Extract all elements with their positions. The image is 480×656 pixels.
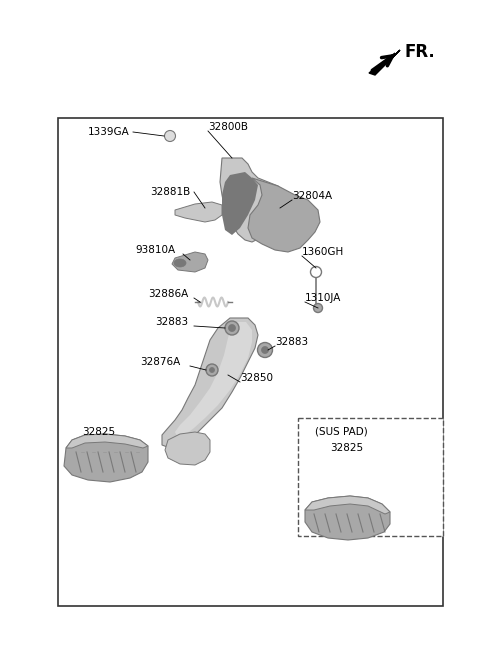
Text: 32804A: 32804A <box>292 191 332 201</box>
Text: 32886A: 32886A <box>148 289 188 299</box>
Bar <box>298 418 443 536</box>
Circle shape <box>209 367 215 373</box>
Bar <box>58 118 443 606</box>
Polygon shape <box>175 202 222 222</box>
Text: 32876A: 32876A <box>140 357 180 367</box>
Text: 32800B: 32800B <box>208 122 248 132</box>
Circle shape <box>262 346 268 354</box>
Polygon shape <box>222 172 258 235</box>
Circle shape <box>206 364 218 376</box>
Polygon shape <box>66 434 148 448</box>
Text: 1339GA: 1339GA <box>88 127 130 137</box>
Text: 32825: 32825 <box>330 443 363 453</box>
Polygon shape <box>162 318 258 448</box>
Polygon shape <box>220 158 282 242</box>
Polygon shape <box>305 496 390 540</box>
Text: 1310JA: 1310JA <box>305 293 341 303</box>
Polygon shape <box>305 496 390 514</box>
Text: 32883: 32883 <box>275 337 308 347</box>
Circle shape <box>311 266 322 277</box>
Text: 32825: 32825 <box>82 427 115 437</box>
Polygon shape <box>165 432 210 465</box>
Text: 32881B: 32881B <box>150 187 190 197</box>
Circle shape <box>257 342 273 358</box>
Polygon shape <box>175 322 252 438</box>
Ellipse shape <box>174 259 186 267</box>
Text: 32883: 32883 <box>155 317 188 327</box>
Circle shape <box>313 304 323 312</box>
Circle shape <box>165 131 176 142</box>
Text: 1360GH: 1360GH <box>302 247 344 257</box>
Text: 32850: 32850 <box>240 373 273 383</box>
Text: FR.: FR. <box>405 43 436 61</box>
Polygon shape <box>248 178 320 252</box>
Circle shape <box>228 325 236 331</box>
Polygon shape <box>172 252 208 272</box>
Circle shape <box>225 321 239 335</box>
Text: 93810A: 93810A <box>135 245 175 255</box>
Text: (SUS PAD): (SUS PAD) <box>315 427 368 437</box>
Polygon shape <box>64 434 148 482</box>
Polygon shape <box>369 50 400 75</box>
